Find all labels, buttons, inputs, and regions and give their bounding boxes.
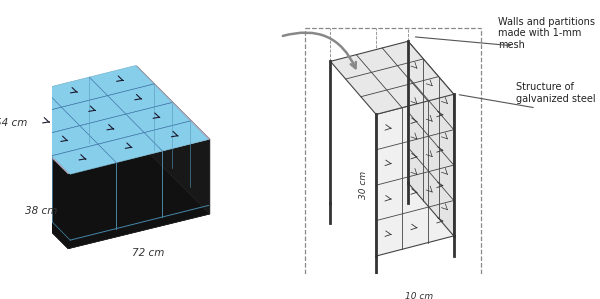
Text: 38 cm: 38 cm bbox=[25, 206, 57, 216]
Text: 54 cm: 54 cm bbox=[0, 118, 27, 128]
Polygon shape bbox=[137, 66, 210, 214]
Polygon shape bbox=[0, 141, 210, 249]
Polygon shape bbox=[68, 139, 210, 249]
Text: 20 cm: 20 cm bbox=[373, 62, 401, 71]
Polygon shape bbox=[0, 65, 209, 174]
Text: 10 cm: 10 cm bbox=[406, 292, 434, 299]
Text: Walls and partitions
made with 1-mm
mesh: Walls and partitions made with 1-mm mesh bbox=[499, 16, 595, 50]
Polygon shape bbox=[0, 101, 68, 249]
Text: 30 cm: 30 cm bbox=[359, 171, 368, 199]
Polygon shape bbox=[331, 41, 454, 115]
Text: Structure of
galvanized steel: Structure of galvanized steel bbox=[516, 83, 595, 104]
Text: 72 cm: 72 cm bbox=[132, 248, 164, 258]
Polygon shape bbox=[408, 41, 454, 236]
Polygon shape bbox=[376, 94, 454, 256]
Polygon shape bbox=[0, 66, 210, 174]
